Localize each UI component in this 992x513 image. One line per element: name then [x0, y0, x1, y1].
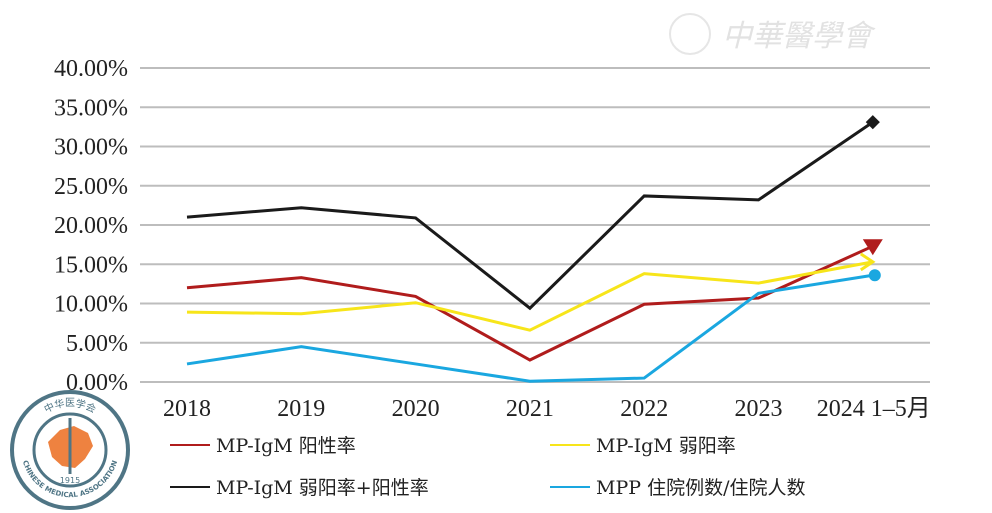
- x-tick-label: 2020: [392, 396, 440, 422]
- legend-item: MP-IgM 弱阳率: [550, 435, 736, 457]
- y-tick-label: 15.00%: [54, 252, 128, 278]
- x-tick-label: 2019: [277, 396, 325, 422]
- gridlines: [140, 67, 930, 383]
- logo-chinese-text: 中华医学会: [42, 396, 99, 415]
- end-marker-diamond: [865, 115, 880, 130]
- y-tick-label: 35.00%: [54, 95, 128, 121]
- x-axis-ticks: 2018 2019 2020 2021 2022 2023 2024 1–5月: [163, 396, 931, 422]
- logo-year: 1915: [60, 476, 80, 485]
- x-tick-label: 2024 1–5月: [817, 396, 931, 422]
- series-line: [186, 260, 874, 332]
- series-3: [186, 269, 881, 383]
- series-0: [186, 239, 883, 362]
- legend-item: MP-IgM 阳性率: [170, 435, 356, 457]
- logo-inner-ring: [32, 412, 108, 488]
- legend-item: MP-IgM 弱阳率+阳性率: [170, 477, 429, 499]
- y-tick-label: 0.00%: [66, 370, 128, 396]
- watermark-text: 中華醫學會: [722, 19, 876, 54]
- legend-label: MPP 住院例数/住院人数: [596, 477, 805, 499]
- x-tick-label: 2021: [506, 396, 554, 422]
- y-tick-label: 40.00%: [54, 56, 128, 82]
- legend: MP-IgM 阳性率 MP-IgM 弱阳率 MP-IgM 弱阳率+阳性率 MPP 住院…: [170, 435, 805, 499]
- chinese-medical-association-logo: 1915 CHINESE MEDICAL ASSOCIATION 中华医学会: [10, 390, 130, 510]
- series-2: [186, 115, 880, 311]
- series-lines: [186, 115, 883, 383]
- legend-label: MP-IgM 阳性率: [216, 435, 356, 457]
- watermark-top: 中華醫學會: [669, 13, 876, 55]
- x-tick-label: 2022: [620, 396, 668, 422]
- x-tick-label: 2018: [163, 396, 211, 422]
- legend-label: MP-IgM 弱阳率: [596, 435, 736, 457]
- end-marker-triangle: [862, 239, 883, 256]
- y-tick-label: 30.00%: [54, 135, 128, 161]
- end-marker-arrow: [859, 252, 876, 272]
- y-tick-label: 20.00%: [54, 213, 128, 239]
- y-tick-label: 5.00%: [66, 331, 128, 357]
- end-marker-circle: [868, 269, 881, 282]
- watermark-seal-icon: [669, 13, 711, 55]
- y-tick-label: 10.00%: [54, 292, 128, 318]
- y-tick-label: 25.00%: [54, 174, 128, 200]
- legend-item: MPP 住院例数/住院人数: [550, 477, 805, 499]
- series-line: [186, 273, 874, 383]
- y-axis-ticks: 0.00% 5.00% 10.00% 15.00% 20.00% 25.00% 30.00%…: [54, 56, 128, 396]
- legend-label: MP-IgM 弱阳率+阳性率: [216, 477, 429, 499]
- series-1: [186, 252, 876, 332]
- x-tick-label: 2023: [735, 396, 783, 422]
